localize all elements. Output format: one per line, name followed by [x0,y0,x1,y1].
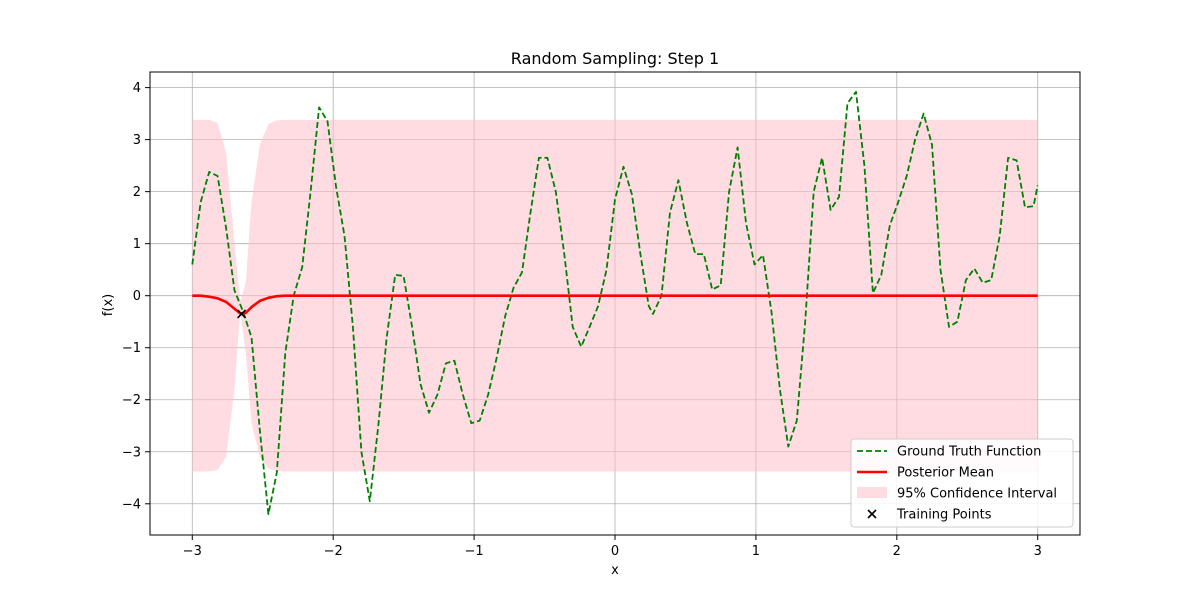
x-tick-label: 3 [1034,544,1042,559]
legend-item: Posterior Mean [857,466,994,481]
x-tick-label: 1 [752,544,760,559]
posterior-mean-line [192,294,1038,315]
legend-swatch-patch [857,487,887,498]
y-tick-label: −3 [122,445,141,460]
legend-label: Ground Truth Function [897,445,1041,460]
legend-label: 95% Confidence Interval [897,487,1057,502]
x-axis-label: x [611,563,619,578]
series-layer [191,90,1039,516]
legend-item: Training Points [867,508,992,523]
y-axis-label: f(x) [101,294,116,316]
legend-box [850,438,1074,528]
legend: Ground Truth Function Posterior Mean 95% C… [850,438,1074,528]
legend-item: 95% Confidence Interval [857,487,1057,502]
legend-label: Training Points [896,508,992,523]
y-tick-label: 4 [133,81,141,96]
y-tick-label: 0 [133,289,141,304]
y-tick-label: −1 [122,341,141,356]
legend-swatch-x [867,509,877,519]
x-tick-label: −2 [324,544,343,559]
y-tick-label: 3 [133,133,141,148]
training-point [237,309,247,319]
legend-label: Posterior Mean [897,466,994,481]
ticks-layer: −3 −2 −1 0 1 2 3 −4 −3 −2 −1 0 1 2 3 4 [122,81,1042,559]
chart-title: Random Sampling: Step 1 [511,49,719,68]
ground-truth-line [191,90,1039,516]
training-point-stroke [237,309,247,319]
x-tick-label: −3 [183,544,202,559]
x-tick-label: 0 [611,544,619,559]
y-tick-label: −2 [122,393,141,408]
y-tick-label: 1 [133,237,141,252]
x-tick-label: 2 [893,544,901,559]
y-tick-label: 2 [133,185,141,200]
x-tick-label: −1 [465,544,484,559]
legend-item: Ground Truth Function [857,445,1041,460]
training-points-layer [237,309,247,319]
y-tick-label: −4 [122,497,141,512]
